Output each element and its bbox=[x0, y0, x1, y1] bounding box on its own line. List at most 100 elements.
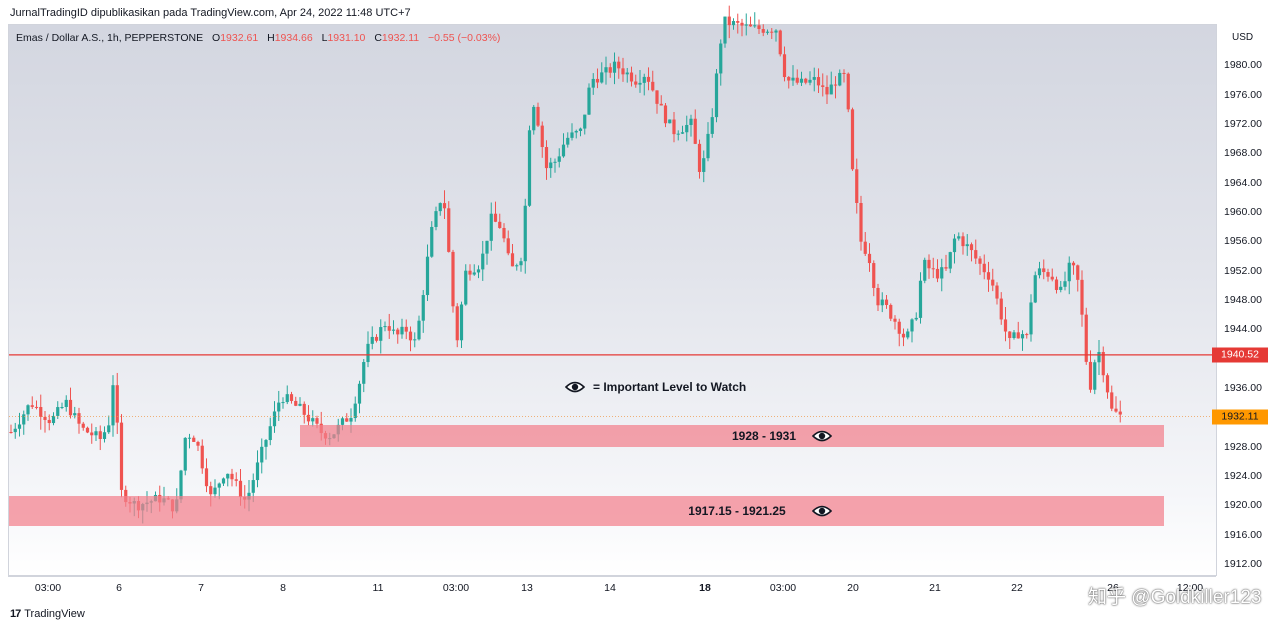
candle-body bbox=[736, 21, 740, 23]
candle-body bbox=[906, 331, 910, 338]
price-axis[interactable] bbox=[1216, 24, 1273, 576]
candle-body bbox=[1076, 265, 1080, 280]
candle-body bbox=[17, 424, 22, 429]
candle-body bbox=[493, 213, 498, 222]
candle-body bbox=[519, 261, 523, 266]
candle-body bbox=[264, 440, 268, 447]
candle-body bbox=[217, 483, 221, 488]
candle-body bbox=[357, 383, 362, 404]
candle-body bbox=[421, 295, 425, 321]
candle-body bbox=[391, 329, 396, 331]
x-tick-label: 03:00 bbox=[34, 582, 62, 594]
eye-icon bbox=[565, 381, 585, 393]
candle-body bbox=[1118, 411, 1122, 415]
candle-body bbox=[727, 16, 731, 26]
y-tick-label: 1956.00 bbox=[1224, 235, 1262, 248]
candle-body bbox=[532, 106, 536, 131]
candle-body bbox=[935, 268, 940, 279]
candle-body bbox=[659, 103, 663, 106]
candle-body bbox=[527, 130, 532, 206]
candle-body bbox=[285, 394, 289, 403]
candle-body bbox=[608, 67, 612, 73]
candle-body bbox=[591, 78, 595, 88]
y-tick-label: 1948.00 bbox=[1224, 294, 1262, 306]
x-tick-label: 12:00 bbox=[1176, 582, 1204, 594]
candle-body bbox=[876, 287, 880, 306]
candle-body bbox=[549, 162, 553, 169]
candle-body bbox=[553, 161, 557, 163]
x-tick-label: 8 bbox=[280, 582, 286, 594]
close-value: 1932.11 bbox=[381, 32, 420, 44]
candle-body bbox=[872, 263, 876, 288]
level-price-badge: 1940.52 bbox=[1212, 347, 1268, 363]
y-tick-label: 1936.00 bbox=[1224, 382, 1262, 394]
candle-body bbox=[723, 16, 727, 44]
candle-body bbox=[255, 462, 260, 481]
candle-body bbox=[931, 268, 935, 270]
high-value: 1934.66 bbox=[274, 32, 313, 44]
candle-body bbox=[306, 414, 311, 422]
open-value: 1932.61 bbox=[220, 32, 259, 44]
candle-body bbox=[1016, 332, 1020, 339]
x-tick-label: 22 bbox=[1011, 582, 1023, 594]
candle-body bbox=[621, 68, 625, 75]
candle-body bbox=[481, 253, 485, 270]
candle-body bbox=[982, 263, 986, 273]
y-tick-label: 1920.00 bbox=[1224, 499, 1262, 512]
candle-body bbox=[978, 258, 982, 264]
candle-body bbox=[94, 431, 98, 436]
candle-body bbox=[536, 106, 540, 126]
candle-body bbox=[9, 432, 13, 433]
candle-body bbox=[111, 385, 115, 426]
candle-body bbox=[383, 326, 387, 328]
candle-body bbox=[489, 213, 493, 241]
candle-body bbox=[655, 90, 659, 104]
candle-body bbox=[455, 306, 459, 341]
candle-body bbox=[362, 362, 366, 384]
candle-body bbox=[124, 489, 128, 503]
candle-body bbox=[676, 133, 680, 135]
candle-body bbox=[825, 86, 829, 95]
candle-body bbox=[187, 437, 192, 439]
candle-body bbox=[183, 437, 187, 471]
candle-body bbox=[910, 319, 914, 332]
y-tick-label: 1912.00 bbox=[1224, 558, 1262, 570]
candle-body bbox=[561, 144, 566, 157]
candle-body bbox=[238, 480, 243, 498]
candle-body bbox=[808, 79, 812, 83]
candle-body bbox=[1037, 268, 1042, 276]
time-axis[interactable] bbox=[8, 576, 1216, 599]
chart-pane[interactable] bbox=[8, 24, 1216, 576]
candle-body bbox=[281, 402, 285, 404]
candle-body bbox=[438, 203, 442, 212]
candle-body bbox=[651, 81, 655, 91]
candle-body bbox=[774, 30, 778, 33]
y-tick-label: 1944.00 bbox=[1224, 323, 1262, 336]
high-label: H bbox=[267, 32, 275, 44]
candle-body bbox=[629, 72, 634, 82]
support-zone[interactable] bbox=[300, 424, 1164, 447]
candle-body bbox=[1003, 319, 1008, 332]
candle-body bbox=[1054, 279, 1059, 290]
candle-body bbox=[697, 143, 702, 172]
candle-body bbox=[969, 244, 974, 251]
support-zone[interactable] bbox=[9, 496, 1164, 527]
candle-body bbox=[1020, 334, 1025, 339]
symbol-title[interactable]: Emas / Dollar A.S., 1h, PEPPERSTONE bbox=[16, 32, 204, 44]
candle-body bbox=[404, 326, 408, 332]
candle-body bbox=[574, 130, 578, 133]
publish-caption: JurnalTradingID dipublikasikan pada Trad… bbox=[10, 7, 411, 19]
candle-body bbox=[642, 76, 646, 83]
candle-body bbox=[268, 426, 272, 441]
candle-body bbox=[668, 119, 672, 124]
candle-body bbox=[1101, 351, 1105, 376]
candle-body bbox=[464, 270, 468, 305]
candle-body bbox=[999, 298, 1003, 320]
candle-body bbox=[56, 407, 60, 416]
candle-body bbox=[965, 244, 969, 247]
candle-body bbox=[260, 446, 264, 463]
tradingview-brand[interactable]: 17 TradingView bbox=[10, 608, 85, 620]
candle-body bbox=[39, 406, 43, 417]
candle-body bbox=[34, 406, 39, 408]
